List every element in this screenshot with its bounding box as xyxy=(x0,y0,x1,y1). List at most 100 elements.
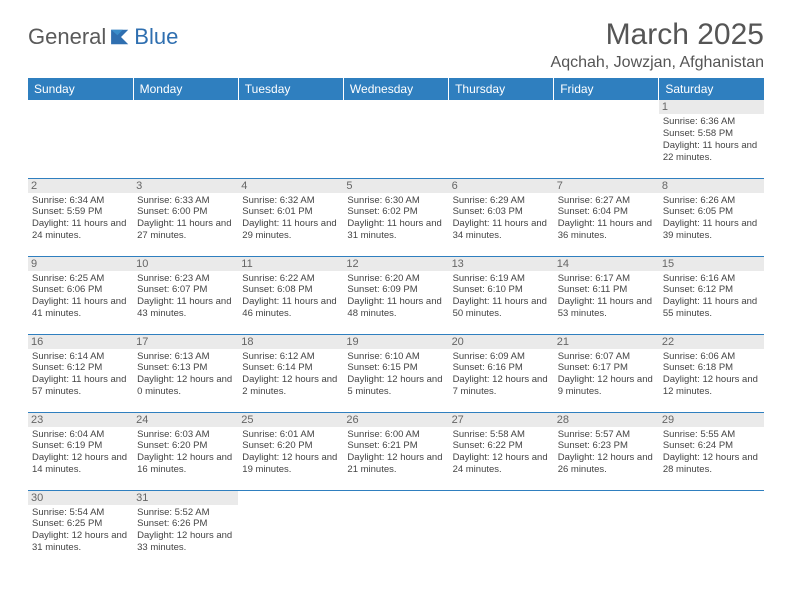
day-details: Sunrise: 5:52 AMSunset: 6:26 PMDaylight:… xyxy=(137,507,234,555)
calendar-day-cell: 4Sunrise: 6:32 AMSunset: 6:01 PMDaylight… xyxy=(238,178,343,256)
sunrise-line: Sunrise: 6:36 AM xyxy=(663,116,760,128)
day-details: Sunrise: 6:27 AMSunset: 6:04 PMDaylight:… xyxy=(558,195,655,243)
day-number: 1 xyxy=(659,100,764,114)
sunrise-line: Sunrise: 6:17 AM xyxy=(558,273,655,285)
sunset-line: Sunset: 6:18 PM xyxy=(663,362,760,374)
title-block: March 2025 Aqchah, Jowzjan, Afghanistan xyxy=(551,18,764,72)
day-details: Sunrise: 6:09 AMSunset: 6:16 PMDaylight:… xyxy=(453,351,550,399)
calendar-day-cell: 13 Sunrise: 6:19 AMSunset: 6:10 PMDayligh… xyxy=(449,256,554,334)
sunset-line: Sunset: 6:25 PM xyxy=(32,518,129,530)
calendar-day-cell xyxy=(133,100,238,178)
day-number: 28 xyxy=(554,413,659,427)
calendar-day-cell: 18Sunrise: 6:12 AMSunset: 6:14 PMDayligh… xyxy=(238,334,343,412)
day-number: 4 xyxy=(238,179,343,193)
calendar-day-cell: 12Sunrise: 6:20 AMSunset: 6:09 PMDayligh… xyxy=(343,256,448,334)
sunrise-line: Sunrise: 5:58 AM xyxy=(453,429,550,441)
sunset-line: Sunset: 5:58 PM xyxy=(663,128,760,140)
day-details: Sunrise: 6:29 AMSunset: 6:03 PMDaylight:… xyxy=(453,195,550,243)
sunset-line: Sunset: 6:09 PM xyxy=(347,284,444,296)
daylight-line: Daylight: 11 hours and 53 minutes. xyxy=(558,296,655,320)
daylight-line: Daylight: 12 hours and 2 minutes. xyxy=(242,374,339,398)
calendar-week-row: 16Sunrise: 6:14 AMSunset: 6:12 PMDayligh… xyxy=(28,334,764,412)
calendar-day-cell xyxy=(343,100,448,178)
location-subtitle: Aqchah, Jowzjan, Afghanistan xyxy=(551,54,764,72)
day-details: Sunrise: 6:19 AMSunset: 6:10 PMDaylight:… xyxy=(453,273,550,321)
sunrise-line: Sunrise: 6:34 AM xyxy=(32,195,129,207)
day-header: Wednesday xyxy=(343,78,448,100)
calendar-day-cell xyxy=(449,490,554,568)
sunrise-line: Sunrise: 6:07 AM xyxy=(558,351,655,363)
daylight-line: Daylight: 11 hours and 34 minutes. xyxy=(453,218,550,242)
sunrise-line: Sunrise: 6:04 AM xyxy=(32,429,129,441)
calendar-day-cell xyxy=(554,490,659,568)
calendar-day-cell: 15Sunrise: 6:16 AMSunset: 6:12 PMDayligh… xyxy=(659,256,764,334)
daylight-line: Daylight: 12 hours and 19 minutes. xyxy=(242,452,339,476)
page-header: General Blue March 2025 Aqchah, Jowzjan,… xyxy=(28,18,764,72)
calendar-day-cell: 28Sunrise: 5:57 AMSunset: 6:23 PMDayligh… xyxy=(554,412,659,490)
day-header: Thursday xyxy=(449,78,554,100)
day-details: Sunrise: 6:01 AMSunset: 6:20 PMDaylight:… xyxy=(242,429,339,477)
calendar-day-cell: 22Sunrise: 6:06 AMSunset: 6:18 PMDayligh… xyxy=(659,334,764,412)
calendar-day-cell: 11Sunrise: 6:22 AMSunset: 6:08 PMDayligh… xyxy=(238,256,343,334)
daylight-line: Daylight: 11 hours and 55 minutes. xyxy=(663,296,760,320)
sunset-line: Sunset: 6:24 PM xyxy=(663,440,760,452)
day-details: Sunrise: 6:03 AMSunset: 6:20 PMDaylight:… xyxy=(137,429,234,477)
sunset-line: Sunset: 6:20 PM xyxy=(137,440,234,452)
daylight-line: Daylight: 12 hours and 9 minutes. xyxy=(558,374,655,398)
sunset-line: Sunset: 6:13 PM xyxy=(137,362,234,374)
day-details: Sunrise: 6:36 AMSunset: 5:58 PMDaylight:… xyxy=(663,116,760,164)
sunset-line: Sunset: 6:08 PM xyxy=(242,284,339,296)
sunset-line: Sunset: 6:02 PM xyxy=(347,206,444,218)
day-header: Monday xyxy=(133,78,238,100)
daylight-line: Daylight: 12 hours and 12 minutes. xyxy=(663,374,760,398)
calendar-week-row: 2Sunrise: 6:34 AMSunset: 5:59 PMDaylight… xyxy=(28,178,764,256)
sunrise-line: Sunrise: 6:16 AM xyxy=(663,273,760,285)
daylight-line: Daylight: 11 hours and 50 minutes. xyxy=(453,296,550,320)
sunset-line: Sunset: 6:00 PM xyxy=(137,206,234,218)
day-details: Sunrise: 6:14 AMSunset: 6:12 PMDaylight:… xyxy=(32,351,129,399)
calendar-day-cell: 3Sunrise: 6:33 AMSunset: 6:00 PMDaylight… xyxy=(133,178,238,256)
daylight-line: Daylight: 11 hours and 41 minutes. xyxy=(32,296,129,320)
calendar-day-cell: 5Sunrise: 6:30 AMSunset: 6:02 PMDaylight… xyxy=(343,178,448,256)
daylight-line: Daylight: 11 hours and 39 minutes. xyxy=(663,218,760,242)
calendar-day-cell xyxy=(238,490,343,568)
day-details: Sunrise: 6:06 AMSunset: 6:18 PMDaylight:… xyxy=(663,351,760,399)
sunrise-line: Sunrise: 6:13 AM xyxy=(137,351,234,363)
day-number: 21 xyxy=(554,335,659,349)
sunrise-line: Sunrise: 6:29 AM xyxy=(453,195,550,207)
calendar-day-cell xyxy=(238,100,343,178)
day-details: Sunrise: 6:34 AMSunset: 5:59 PMDaylight:… xyxy=(32,195,129,243)
day-number: 13 xyxy=(449,257,554,271)
sunset-line: Sunset: 6:17 PM xyxy=(558,362,655,374)
sunrise-line: Sunrise: 6:10 AM xyxy=(347,351,444,363)
logo-text-blue: Blue xyxy=(134,24,178,50)
day-number: 17 xyxy=(133,335,238,349)
calendar-day-cell xyxy=(28,100,133,178)
daylight-line: Daylight: 12 hours and 24 minutes. xyxy=(453,452,550,476)
sunrise-line: Sunrise: 5:55 AM xyxy=(663,429,760,441)
day-details: Sunrise: 5:55 AMSunset: 6:24 PMDaylight:… xyxy=(663,429,760,477)
calendar-day-cell: 17Sunrise: 6:13 AMSunset: 6:13 PMDayligh… xyxy=(133,334,238,412)
sunset-line: Sunset: 6:01 PM xyxy=(242,206,339,218)
sunrise-line: Sunrise: 6:09 AM xyxy=(453,351,550,363)
day-number: 12 xyxy=(343,257,448,271)
sunrise-line: Sunrise: 6:06 AM xyxy=(663,351,760,363)
day-number: 18 xyxy=(238,335,343,349)
calendar-table: Sunday Monday Tuesday Wednesday Thursday… xyxy=(28,78,764,568)
logo-text-general: General xyxy=(28,24,106,50)
day-number: 25 xyxy=(238,413,343,427)
day-details: Sunrise: 6:23 AMSunset: 6:07 PMDaylight:… xyxy=(137,273,234,321)
calendar-day-cell: 16Sunrise: 6:14 AMSunset: 6:12 PMDayligh… xyxy=(28,334,133,412)
sunrise-line: Sunrise: 6:32 AM xyxy=(242,195,339,207)
day-details: Sunrise: 6:10 AMSunset: 6:15 PMDaylight:… xyxy=(347,351,444,399)
daylight-line: Daylight: 12 hours and 31 minutes. xyxy=(32,530,129,554)
day-number: 26 xyxy=(343,413,448,427)
sunset-line: Sunset: 6:14 PM xyxy=(242,362,339,374)
calendar-week-row: 1 Sunrise: 6:36 AMSunset: 5:58 PMDaylight… xyxy=(28,100,764,178)
calendar-week-row: 9Sunrise: 6:25 AMSunset: 6:06 PMDaylight… xyxy=(28,256,764,334)
day-number: 11 xyxy=(238,257,343,271)
day-header: Sunday xyxy=(28,78,133,100)
day-number: 10 xyxy=(133,257,238,271)
calendar-day-cell xyxy=(449,100,554,178)
sunset-line: Sunset: 6:21 PM xyxy=(347,440,444,452)
